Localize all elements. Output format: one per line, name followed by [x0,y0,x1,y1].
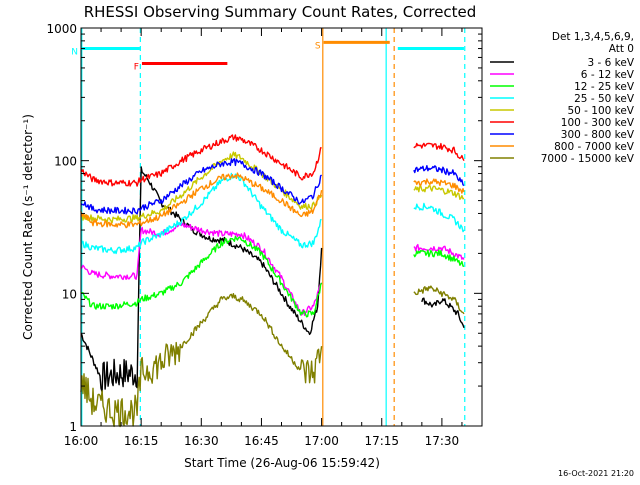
series-line-2 [413,249,465,267]
plot-area: N F S [71,28,466,428]
legend-label-1: 6 - 12 keV [581,69,635,81]
series-line-8 [80,293,323,428]
legend-label-4: 50 - 100 keV [567,105,634,117]
series-line-7 [413,178,465,194]
x-tick-label-4: 17:00 [304,434,339,448]
series-line-1 [80,222,323,316]
flag-label-F: F [134,63,139,73]
series-line-3 [80,172,322,255]
axes: 1 10 100 1000 16:00 16:15 16:30 16:45 17:00 17:15… [46,22,482,448]
series-line-1 [413,243,465,260]
series-line-5 [413,142,465,162]
series-line-3 [413,202,465,233]
x-tick-label-6: 17:30 [425,434,460,448]
y-tick-label-3: 1000 [46,22,77,36]
x-axis-label: Start Time (26-Aug-06 15:59:42) [184,456,380,470]
y-axis-label: Corrected Count Rate (s⁻¹ detector⁻¹) [21,114,35,340]
x-tick-label-1: 16:15 [124,434,159,448]
series-line-2 [80,235,323,318]
series-line-0 [421,297,465,329]
legend-label-8: 7000 - 15000 keV [541,153,635,165]
legend-label-2: 12 - 25 keV [574,81,635,93]
legend-label-6: 300 - 800 keV [561,129,635,141]
plot-timestamp: 16-Oct-2021 21:20 [558,469,634,478]
y-tick-label-1: 10 [62,287,77,301]
x-tick-label-3: 16:45 [244,434,279,448]
x-tick-label-2: 16:30 [184,434,219,448]
flag-label-S: S [315,41,321,51]
series-line-6 [80,158,323,215]
series-line-5 [80,134,322,187]
series-line-4 [413,184,465,201]
chart-title: RHESSI Observing Summary Count Rates, Co… [84,3,477,21]
legend-label-0: 3 - 6 keV [587,57,634,69]
series-line-0 [80,166,323,393]
legend-label-7: 800 - 7000 keV [554,141,635,153]
x-tick-label-5: 17:15 [364,434,399,448]
y-tick-label-2: 100 [54,155,77,169]
legend-label-3: 25 - 50 keV [574,93,635,105]
flag-label-N: N [71,48,78,58]
legend-label-5: 100 - 300 keV [561,117,635,129]
legend-header-0: Det 1,3,4,5,6,9, [552,31,634,43]
x-tick-label-0: 16:00 [64,434,99,448]
legend-header-1: Att 0 [609,43,634,55]
y-tick-label-0: 1 [69,420,77,434]
series-line-6 [413,164,465,187]
series-line-8 [413,285,465,315]
series-line-7 [80,172,323,229]
